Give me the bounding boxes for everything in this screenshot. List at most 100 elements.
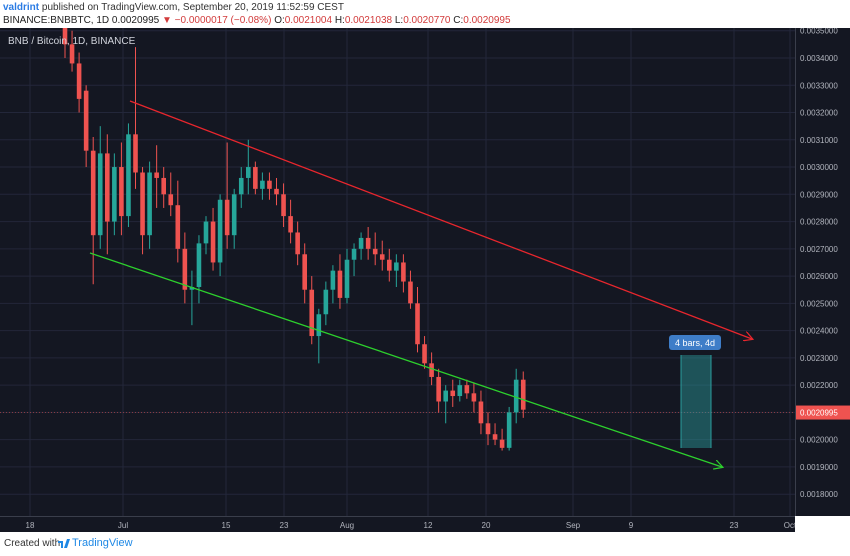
open-label: O:: [274, 15, 285, 26]
candle-body: [140, 172, 145, 236]
price-tick-label: 0.0033000: [800, 81, 838, 90]
candle-body: [492, 434, 498, 440]
candle-body: [224, 199, 230, 236]
candle-body: [513, 379, 519, 413]
candle-body: [450, 390, 456, 397]
candle-body: [267, 180, 272, 189]
candle-body: [415, 303, 420, 345]
candle-body: [210, 221, 216, 263]
candle-body: [408, 281, 413, 304]
time-tick-label: 23: [280, 521, 289, 530]
candle-body: [485, 423, 491, 435]
price-tick-label: 0.0020000: [800, 436, 838, 445]
last-price-tag-label: 0.0020995: [800, 409, 838, 418]
candle-body: [302, 254, 307, 290]
candle-body: [351, 248, 357, 260]
price-tick-label: 0.0032000: [800, 109, 838, 118]
candle-body: [112, 167, 117, 222]
candle-body: [387, 259, 392, 271]
price-tick-label: 0.0026000: [800, 272, 838, 281]
time-tick-label: 23: [730, 521, 739, 530]
price-tick-label: 0.0030000: [800, 163, 838, 172]
date-range-box: [681, 355, 711, 448]
upper-trendline: [129, 100, 752, 339]
candle-body: [344, 259, 350, 298]
candle-body: [499, 439, 505, 448]
price-tick-label: 0.0025000: [800, 299, 838, 308]
candle-body: [231, 194, 237, 236]
time-tick-label: Sep: [566, 521, 581, 530]
candle-body: [175, 205, 181, 249]
ohlc-bar: BINANCE:BNBBTC, 1D 0.0020995 ▼ −0.000001…: [3, 15, 511, 26]
price-tick-label: 0.0029000: [800, 190, 838, 199]
candle-body: [83, 90, 89, 151]
chart-pane[interactable]: 4 bars, 4d: [0, 14, 795, 516]
tradingview-logo-icon: [58, 539, 70, 548]
price-tick-label: 0.0028000: [800, 218, 838, 227]
candle-body: [464, 385, 470, 394]
candle-body: [119, 167, 124, 217]
candle-body: [288, 216, 293, 233]
candle-body: [189, 286, 195, 290]
time-tick-label: 9: [629, 521, 634, 530]
candle-body: [358, 237, 364, 249]
price-tick-label: 0.0027000: [800, 245, 838, 254]
close-value: 0.0020995: [463, 15, 511, 26]
candle-body: [457, 385, 463, 397]
candle-body: [429, 363, 434, 377]
footer-created-text: Created with: [4, 538, 61, 549]
candle-body: [520, 379, 526, 410]
candle-body: [379, 254, 385, 260]
price-tick-label: 0.0034000: [800, 54, 838, 63]
candle-body: [203, 221, 209, 244]
price-axis[interactable]: 0.00180000.00190000.00200000.00210000.00…: [795, 27, 850, 516]
author-name[interactable]: valdrint: [3, 2, 40, 13]
footer: Created with TradingView: [0, 532, 850, 556]
time-axis-labels: 18 Jul 15 23 Aug 12 20 Sep 9 23 Oct: [26, 521, 797, 530]
candle-body: [372, 248, 378, 255]
time-tick-label: 18: [26, 521, 35, 530]
candle-body: [316, 314, 322, 337]
time-tick-label: 15: [222, 521, 231, 530]
high-label: H:: [334, 15, 345, 26]
candle-body: [238, 177, 244, 195]
candle-body: [97, 153, 103, 236]
candle-body: [337, 270, 343, 298]
time-tick-label: Aug: [340, 521, 354, 530]
price-tick-label: 0.0031000: [800, 136, 838, 145]
candle-body: [478, 401, 484, 424]
candle-body: [76, 63, 82, 99]
candle-body: [471, 393, 477, 402]
candle-body: [196, 243, 202, 287]
candle-body: [69, 44, 75, 64]
candle-body: [105, 153, 110, 222]
time-tick-label: 12: [424, 521, 433, 530]
high-value: 0.0021038: [344, 15, 393, 26]
candle-body: [309, 289, 315, 337]
publish-text: published on TradingView.com, September …: [41, 2, 344, 13]
price-tick-label: 0.0022000: [800, 381, 838, 390]
candle-body: [90, 150, 96, 236]
candle-body: [260, 180, 265, 189]
candlestick-chart[interactable]: 4 bars, 4d: [0, 14, 795, 516]
price-tick-label: 0.0018000: [800, 490, 838, 499]
candle-body: [161, 177, 166, 195]
last-price-tag: [796, 405, 850, 420]
close-label: C:: [453, 15, 464, 26]
footer-brand[interactable]: TradingView: [72, 537, 133, 549]
time-tick-label: 20: [482, 521, 491, 530]
chart-header: valdrint published on TradingView.com, S…: [0, 0, 850, 28]
candle-body: [133, 134, 138, 173]
low-value: 0.0020770: [403, 15, 451, 26]
candle-body: [506, 412, 512, 448]
price-tick-label: 0.0023000: [800, 354, 838, 363]
low-label: L:: [394, 15, 404, 26]
candle-body: [295, 232, 300, 255]
time-axis[interactable]: 18 Jul 15 23 Aug 12 20 Sep 9 23 Oct: [0, 516, 797, 532]
price-tick-label: 0.0035000: [800, 28, 838, 36]
candle-body: [168, 194, 174, 206]
lower-trendline: [89, 252, 722, 467]
candle-body: [443, 390, 448, 402]
date-range-label: 4 bars, 4d: [675, 338, 715, 348]
time-tick-label: Jul: [118, 521, 128, 530]
